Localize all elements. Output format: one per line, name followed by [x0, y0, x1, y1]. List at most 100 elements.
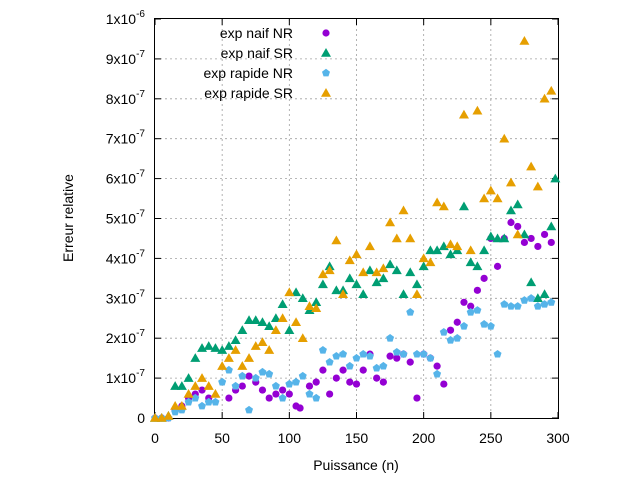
- data-point: [505, 177, 516, 187]
- data-point: [339, 366, 347, 374]
- data-point: [338, 289, 349, 299]
- data-point: [534, 242, 542, 251]
- data-point: [445, 239, 456, 249]
- data-point: [439, 328, 448, 336]
- data-point: [485, 185, 496, 195]
- data-point: [238, 371, 247, 380]
- data-point: [277, 299, 288, 309]
- data-point: [296, 404, 304, 412]
- data-point: [433, 362, 441, 370]
- data-point: [393, 354, 401, 362]
- data-point: [506, 302, 515, 310]
- legend-label: exp naif SR: [221, 45, 293, 61]
- data-point: [305, 389, 314, 398]
- data-point: [264, 321, 275, 330]
- data-point: [211, 397, 220, 406]
- data-point: [419, 349, 428, 358]
- axis-ticks: 0 50 100 150 200 250 30001x10-72x10-73x10-74x1…: [106, 9, 570, 446]
- data-point: [257, 317, 268, 326]
- data-point: [459, 322, 468, 330]
- x-tick-label: 50: [214, 430, 230, 446]
- y-tick-mantissa: 6x10: [106, 171, 137, 187]
- data-point: [405, 233, 416, 243]
- data-point: [505, 205, 516, 215]
- data-point: [372, 363, 381, 372]
- data-point: [492, 233, 503, 243]
- data-point: [270, 313, 281, 322]
- y-tick-mantissa: 1x10: [106, 370, 137, 386]
- data-point: [371, 277, 382, 287]
- data-point: [486, 322, 495, 330]
- y-tick-exponent: -7: [136, 248, 145, 259]
- x-tick-label: 300: [546, 430, 570, 446]
- y-tick-mantissa: 4x10: [106, 250, 137, 266]
- data-point: [460, 298, 468, 306]
- data-point: [297, 333, 308, 342]
- data-point: [265, 369, 274, 378]
- data-point: [364, 241, 375, 251]
- y-tick-label: 9x10-7: [106, 49, 146, 67]
- data-point: [432, 245, 443, 255]
- data-point: [413, 394, 421, 402]
- data-point: [191, 393, 200, 402]
- data-point: [204, 397, 213, 406]
- data-point: [379, 378, 387, 386]
- data-point: [170, 401, 181, 410]
- data-point: [480, 320, 489, 328]
- y-tick-label: 1x10-6: [106, 9, 146, 27]
- data-point: [378, 273, 389, 283]
- data-point: [285, 390, 293, 398]
- data-point: [359, 366, 367, 374]
- data-point: [298, 371, 307, 380]
- data-point: [532, 293, 543, 303]
- data-point: [170, 381, 181, 390]
- data-point: [520, 296, 529, 304]
- data-point: [473, 286, 481, 294]
- data-point: [150, 413, 160, 422]
- data-point: [378, 263, 389, 273]
- data-point: [526, 161, 537, 171]
- data-point: [326, 390, 334, 398]
- data-point: [485, 231, 496, 241]
- data-point: [258, 367, 267, 376]
- data-point: [332, 351, 341, 360]
- y-tick-label: 5x10-7: [106, 209, 146, 227]
- data-point: [479, 193, 490, 203]
- data-point: [331, 285, 342, 295]
- data-point: [272, 390, 280, 398]
- y-tick-mantissa: 7x10: [106, 131, 137, 147]
- data-point: [527, 234, 535, 243]
- data-point: [176, 381, 187, 390]
- data-point: [304, 301, 315, 311]
- data-point: [251, 373, 260, 382]
- data-point: [271, 381, 280, 390]
- data-point: [425, 257, 436, 267]
- data-point: [265, 394, 273, 402]
- data-point: [386, 334, 395, 342]
- data-point: [311, 303, 322, 313]
- data-point: [264, 345, 275, 354]
- data-point: [493, 349, 502, 358]
- y-tick-exponent: -7: [136, 49, 145, 60]
- data-point: [365, 351, 374, 360]
- data-point: [371, 267, 382, 277]
- data-point: [344, 255, 355, 265]
- data-point: [412, 349, 421, 358]
- data-point: [291, 317, 302, 326]
- legend-label: exp naif NR: [220, 25, 293, 41]
- data-point: [479, 245, 490, 255]
- data-point: [312, 393, 321, 402]
- data-point: [385, 217, 396, 227]
- data-point: [446, 326, 455, 334]
- x-tick-label: 0: [151, 430, 159, 446]
- data-point: [244, 315, 255, 324]
- y-tick-label: 3x10-7: [106, 288, 146, 306]
- data-point: [539, 93, 550, 103]
- y-tick-exponent: -7: [136, 288, 145, 299]
- data-point: [465, 257, 476, 267]
- data-point: [386, 352, 394, 360]
- data-point: [345, 361, 354, 370]
- series-0: [151, 218, 555, 422]
- x-tick-label: 250: [479, 430, 503, 446]
- data-point: [344, 273, 355, 283]
